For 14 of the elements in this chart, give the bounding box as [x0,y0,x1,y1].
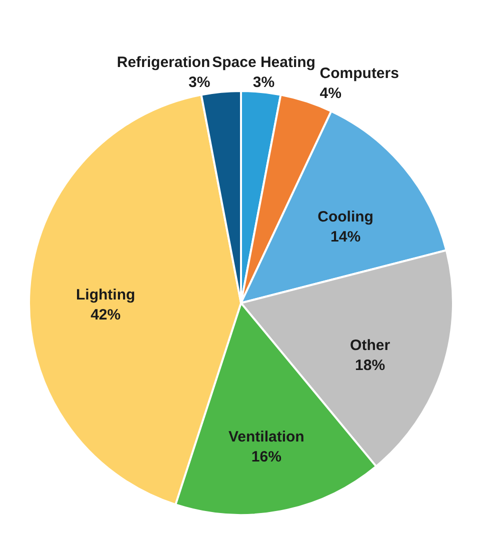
data-label: 42% [90,306,121,324]
data-label: 3% [188,74,210,92]
slice-label: Space Heating [212,54,316,72]
slice-label: Other [350,336,390,354]
slice-label: Computers [320,64,399,82]
slice-label: Ventilation [228,428,304,446]
slice-label: Lighting [76,286,136,304]
data-label: 14% [330,228,361,246]
slice-label: Cooling [318,208,374,226]
data-label: 3% [252,74,275,92]
data-label: 16% [251,448,282,466]
data-label: 18% [355,356,386,374]
data-label: 4% [320,84,342,102]
slice-label: Refrigeration [116,54,210,72]
